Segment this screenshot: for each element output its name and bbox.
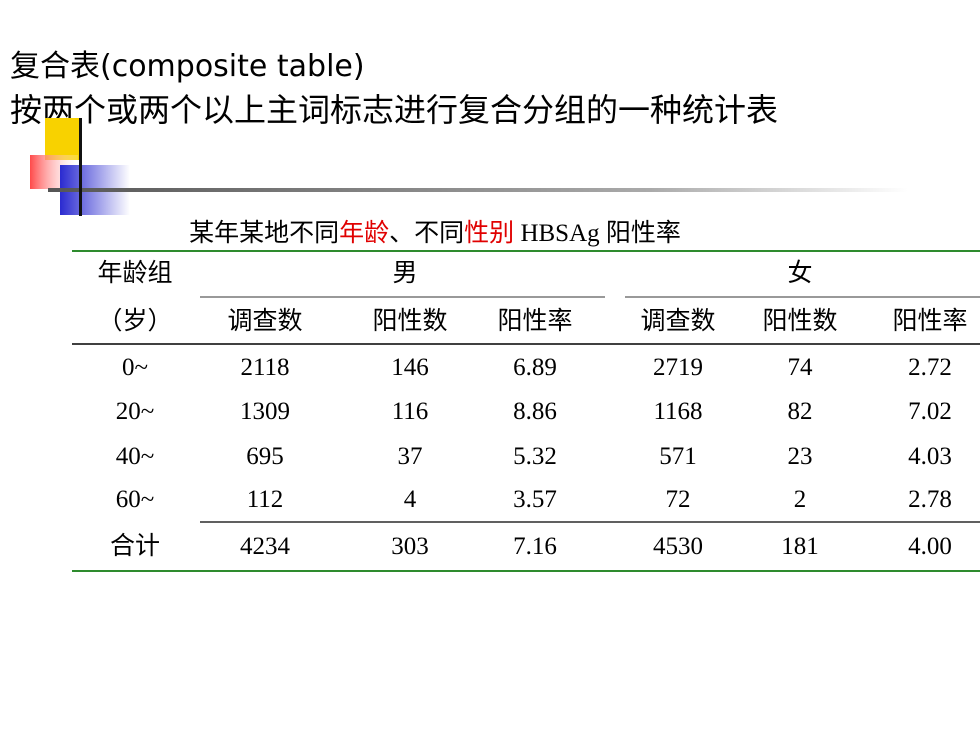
cell: 571 xyxy=(659,443,697,470)
decoration xyxy=(30,118,908,216)
cell: 1309 xyxy=(240,398,290,425)
cell: 2.72 xyxy=(908,354,952,381)
cell: 2.78 xyxy=(908,486,952,513)
cell: 8.86 xyxy=(513,398,557,425)
caption-part: 、不同 xyxy=(389,220,464,247)
cell: 23 xyxy=(788,443,813,470)
cell: 82 xyxy=(788,398,813,425)
cell: 20~ xyxy=(116,398,155,425)
cell: 60~ xyxy=(116,486,155,513)
cell: 合计 xyxy=(110,532,160,560)
column-header: （岁） xyxy=(97,307,172,335)
table-caption: 某年某地不同年龄、不同性别 HBSAg 阳性率 xyxy=(189,219,681,247)
cell: 2118 xyxy=(240,354,289,381)
cell: 3.57 xyxy=(513,486,557,513)
cell: 40~ xyxy=(116,443,155,470)
cell: 303 xyxy=(391,533,429,560)
cell: 695 xyxy=(246,443,284,470)
column-header: 调查数 xyxy=(227,307,302,335)
caption-part: 年龄 xyxy=(339,219,389,247)
cell: 72 xyxy=(666,486,691,513)
cell: 146 xyxy=(391,354,429,381)
cell: 7.16 xyxy=(513,533,557,560)
group-header: 女 xyxy=(787,259,812,287)
cell: 4530 xyxy=(653,533,703,560)
cell: 7.02 xyxy=(908,398,952,425)
cell: 4.00 xyxy=(908,533,952,560)
cell: 4234 xyxy=(240,533,291,560)
cell: 1168 xyxy=(653,398,702,425)
subtitle: 按两个或两个以上主词标志进行复合分组的一种统计表 xyxy=(10,91,778,129)
cell: 116 xyxy=(392,398,429,425)
caption-part: 性别 xyxy=(464,219,514,247)
cell: 4.03 xyxy=(908,443,952,470)
table: 某年某地不同年龄、不同性别 HBSAg 阳性率年龄组男女（岁） 调查数 阳性数 阳性率… xyxy=(72,219,980,572)
group-header: 男 xyxy=(392,260,417,287)
cell: 0~ xyxy=(122,354,148,381)
group-header: 年龄组 xyxy=(97,259,172,287)
cell: 37 xyxy=(398,443,423,470)
cell: 112 xyxy=(247,486,284,513)
cell: 2719 xyxy=(653,354,703,381)
column-header: 调查数 xyxy=(640,307,715,335)
title: 复合表(composite table) xyxy=(10,49,365,84)
column-header: 阳性数 xyxy=(372,307,447,335)
cell: 2 xyxy=(794,486,807,513)
cell: 181 xyxy=(781,533,819,560)
cell: 4 xyxy=(404,486,417,513)
cell: 6.89 xyxy=(513,354,557,381)
caption-part: 某年某地不同 xyxy=(189,219,339,247)
column-header: 阳性率 xyxy=(497,307,572,335)
cell: 5.32 xyxy=(513,443,557,470)
caption-part: HBSAg 阳性率 xyxy=(514,219,681,247)
column-header: 阳性率 xyxy=(892,307,967,335)
column-header: 阳性数 xyxy=(762,307,837,335)
cell: 74 xyxy=(788,354,814,381)
